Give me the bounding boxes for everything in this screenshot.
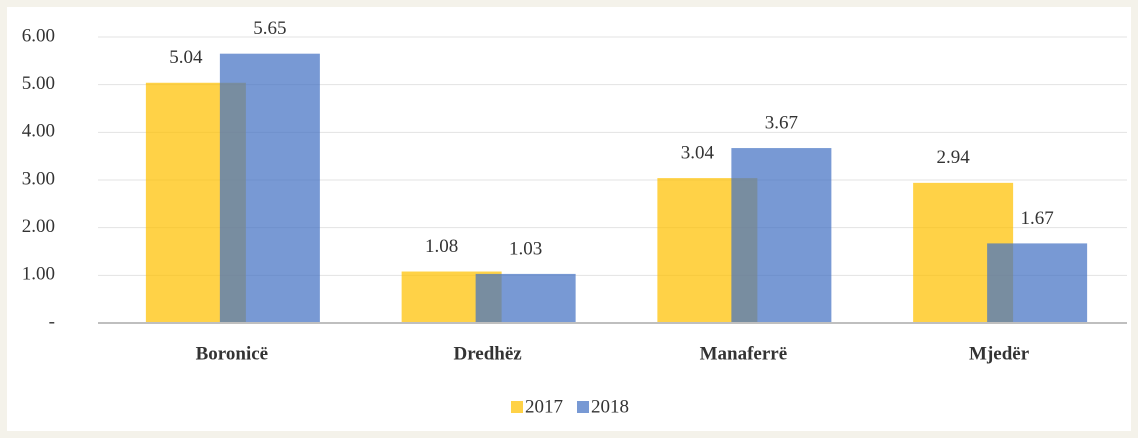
legend-label: 2017 — [525, 396, 563, 417]
data-label: 3.04 — [681, 142, 715, 163]
legend-swatch — [577, 401, 589, 413]
x-tick-label: Boronicë — [196, 343, 268, 364]
y-tick-label: 1.00 — [22, 264, 55, 285]
data-label: 5.04 — [169, 47, 203, 68]
y-tick-label: 3.00 — [22, 168, 55, 189]
y-tick-label: 2.00 — [22, 216, 55, 237]
bar — [987, 243, 1088, 323]
data-label: 3.67 — [765, 112, 798, 133]
data-label: 1.03 — [509, 238, 542, 259]
bar — [475, 273, 576, 323]
x-tick-label: Manaferrë — [700, 343, 788, 364]
x-tick-label: Dredhëz — [454, 343, 523, 364]
y-tick-label: - — [49, 311, 55, 332]
x-tick-label: Mjedër — [969, 343, 1030, 364]
data-label: 2.94 — [937, 147, 971, 168]
bar — [219, 53, 320, 323]
data-label: 1.67 — [1021, 208, 1054, 229]
legend-swatch — [511, 401, 523, 413]
data-label: 1.08 — [425, 236, 458, 257]
legend-label: 2018 — [591, 396, 629, 417]
data-label: 5.65 — [253, 18, 286, 39]
y-tick-label: 4.00 — [22, 121, 55, 142]
bar — [731, 148, 832, 323]
y-tick-label: 5.00 — [22, 73, 55, 94]
y-tick-label: 6.00 — [22, 25, 55, 46]
